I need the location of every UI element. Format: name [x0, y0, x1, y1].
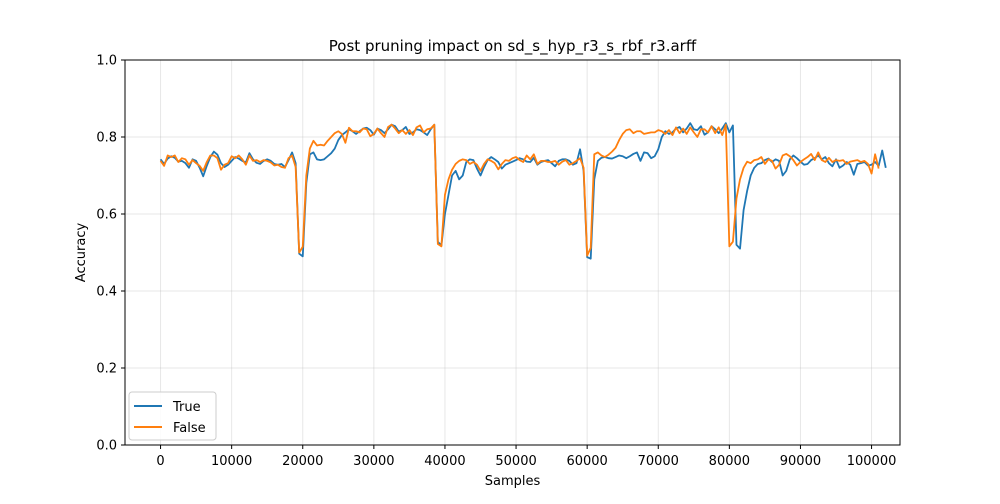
- y-tick-label: 0.0: [96, 439, 117, 454]
- x-axis-label: Samples: [485, 474, 541, 489]
- chart-title: Post pruning impact on sd_s_hyp_r3_s_rbf…: [329, 37, 697, 56]
- x-tick-label: 30000: [353, 454, 394, 469]
- x-tick-label: 100000: [847, 454, 897, 469]
- x-tick-label: 60000: [566, 454, 607, 469]
- grid: [125, 59, 900, 446]
- legend: True False: [128, 391, 217, 441]
- y-tick-label: 0.2: [96, 362, 117, 377]
- series-line-false: [159, 123, 880, 257]
- y-tick-label: 0.6: [96, 208, 117, 223]
- y-axis-ticks: 0.0 0.2 0.4 0.6 0.8 1.0: [96, 54, 125, 454]
- x-tick-label: 80000: [709, 454, 750, 469]
- x-tick-label: 0: [156, 454, 164, 469]
- y-tick-label: 0.4: [96, 285, 117, 300]
- x-tick-label: 70000: [638, 454, 679, 469]
- y-axis-label: Accuracy: [74, 223, 89, 283]
- series-line-true: [159, 122, 887, 260]
- x-tick-label: 10000: [211, 454, 252, 469]
- legend-label-true: True: [172, 400, 201, 415]
- x-tick-label: 90000: [780, 454, 821, 469]
- y-tick-label: 0.8: [96, 131, 117, 146]
- legend-label-false: False: [173, 421, 206, 436]
- x-tick-label: 40000: [424, 454, 465, 469]
- x-axis-ticks: 0 10000 20000 30000 40000 50000 60000 70000 8000…: [156, 445, 896, 469]
- series-layer: [159, 122, 887, 260]
- plot-area: [125, 60, 900, 445]
- x-tick-label: 50000: [495, 454, 536, 469]
- x-tick-label: 20000: [282, 454, 323, 469]
- y-tick-label: 1.0: [96, 54, 117, 69]
- plot-frame: [124, 59, 901, 446]
